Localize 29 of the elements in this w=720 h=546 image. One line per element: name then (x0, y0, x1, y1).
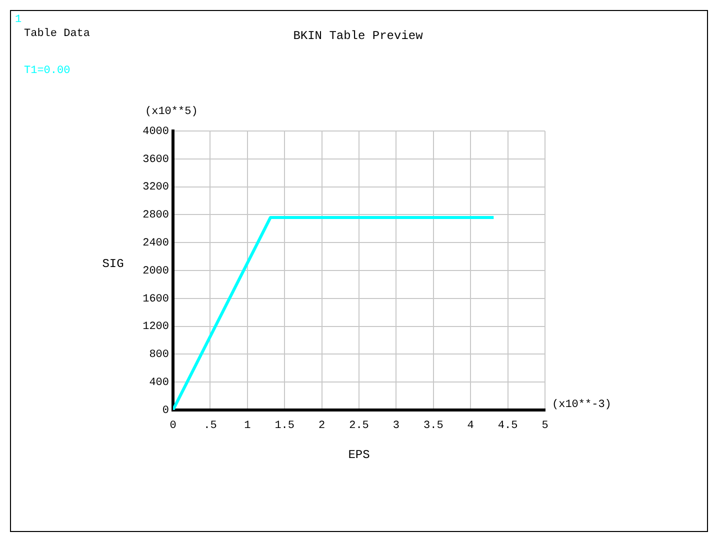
y-tick-label: 2400 (142, 238, 169, 250)
y-tick-label: 2000 (142, 265, 169, 278)
x-tick-label: 5 (542, 420, 548, 432)
y-tick-label: 4000 (142, 126, 169, 138)
text: 1 (15, 14, 22, 26)
x-tick-label: 1.5 (274, 420, 295, 432)
y-axis-title: SIG (102, 257, 124, 272)
x-tick-label: 4 (467, 420, 474, 432)
y-tick-label: 3600 (142, 154, 169, 166)
y-tick-label: 0 (162, 404, 169, 417)
y-tick-label: 2800 (142, 210, 169, 222)
x-tick-label: 1 (244, 420, 252, 432)
y-tick-label: 3200 (142, 182, 169, 194)
text: (x10**5) (145, 106, 198, 118)
y-tick-label: 400 (149, 377, 169, 390)
text: T1=0.00 (24, 64, 70, 77)
text: (x10**-3) (552, 398, 612, 411)
x-axis-title: EPS (348, 448, 370, 462)
x-tick-label: 3 (392, 420, 400, 432)
x-tick-label: 4.5 (498, 420, 518, 432)
x-tick-label: 3.5 (423, 420, 444, 432)
text: Table Data (24, 28, 90, 40)
y-tick-label: 1200 (142, 321, 169, 334)
x-tick-label: .5 (204, 420, 217, 432)
x-tick-label: 2.5 (349, 420, 369, 432)
chart-title: BKIN Table Preview (293, 29, 424, 44)
y-tick-label: 1600 (142, 293, 169, 306)
x-tick-label: 2 (318, 420, 326, 432)
y-tick-label: 800 (149, 349, 169, 362)
